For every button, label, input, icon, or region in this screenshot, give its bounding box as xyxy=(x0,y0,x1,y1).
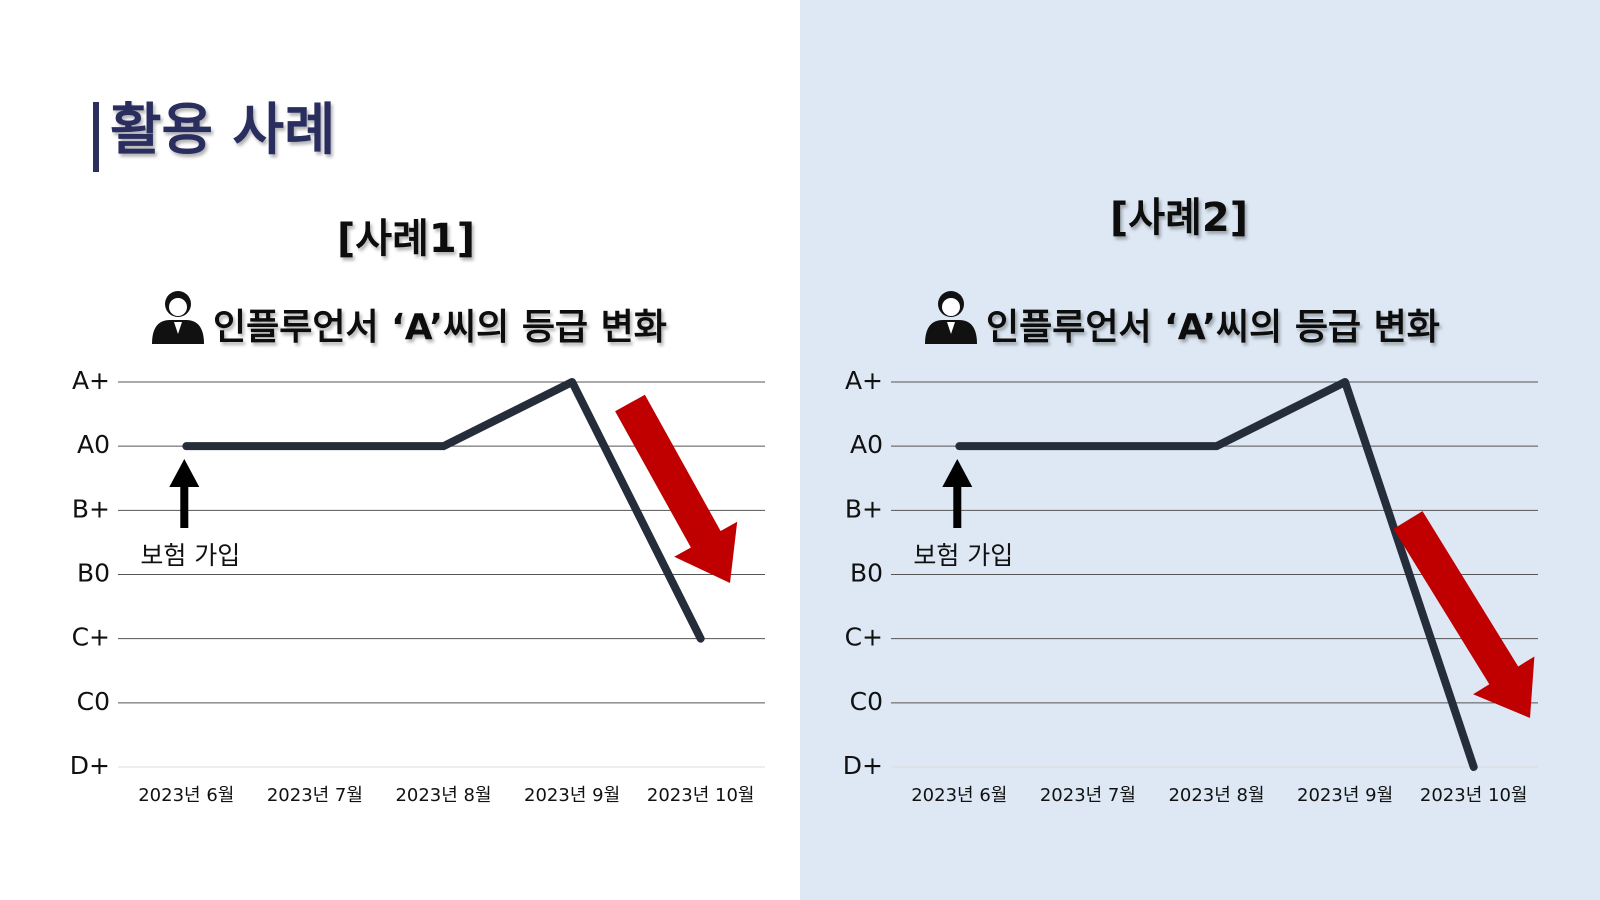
title-bar xyxy=(93,102,99,172)
annotation: 보험 가입 xyxy=(913,541,1013,570)
grade-line xyxy=(955,378,1478,771)
y-tick-label: C0 xyxy=(850,687,883,716)
annotation-arrow xyxy=(953,486,962,528)
x-tick-label: 2023년 9월 xyxy=(1297,785,1393,806)
x-tick-label: 2023년 9월 xyxy=(524,785,620,806)
decline-arrow xyxy=(1393,511,1535,718)
x-tick-label: 2023년 8월 xyxy=(1168,785,1264,806)
annotation-arrow xyxy=(180,486,189,528)
grade-line xyxy=(182,378,705,643)
annotation-arrow xyxy=(942,459,973,487)
y-tick-label: B0 xyxy=(77,559,110,588)
y-tick-label: D+ xyxy=(843,751,883,780)
chart-title: [사례2] xyxy=(1110,195,1248,241)
y-tick-label: A0 xyxy=(77,430,110,459)
y-tick-label: C+ xyxy=(845,623,883,652)
x-tick-label: 2023년 10월 xyxy=(1420,785,1528,806)
y-tick-label: B0 xyxy=(850,559,883,588)
y-tick-label: B+ xyxy=(72,494,110,523)
y-tick-label: A0 xyxy=(850,430,883,459)
chart-subtitle: 인플루언서 ‘A’씨의 등급 변화 xyxy=(986,307,1440,348)
y-tick-label: A+ xyxy=(72,366,110,395)
x-tick-label: 2023년 7월 xyxy=(267,785,363,806)
y-tick-label: C+ xyxy=(72,623,110,652)
page-title: 활용 사례 xyxy=(110,98,336,163)
decline-arrow xyxy=(615,394,738,583)
x-tick-label: 2023년 10월 xyxy=(647,785,755,806)
x-tick-label: 2023년 6월 xyxy=(911,785,1007,806)
y-tick-label: B+ xyxy=(845,494,883,523)
chart-title: [사례1] xyxy=(337,216,475,262)
x-tick-label: 2023년 8월 xyxy=(395,785,491,806)
annotation: 보험 가입 xyxy=(140,541,240,570)
x-tick-label: 2023년 6월 xyxy=(138,785,234,806)
annotation-arrow xyxy=(169,459,200,487)
y-tick-label: D+ xyxy=(70,751,110,780)
chart-subtitle: 인플루언서 ‘A’씨의 등급 변화 xyxy=(213,307,667,348)
y-tick-label: A+ xyxy=(845,366,883,395)
x-tick-label: 2023년 7월 xyxy=(1040,785,1136,806)
y-tick-label: C0 xyxy=(77,687,110,716)
